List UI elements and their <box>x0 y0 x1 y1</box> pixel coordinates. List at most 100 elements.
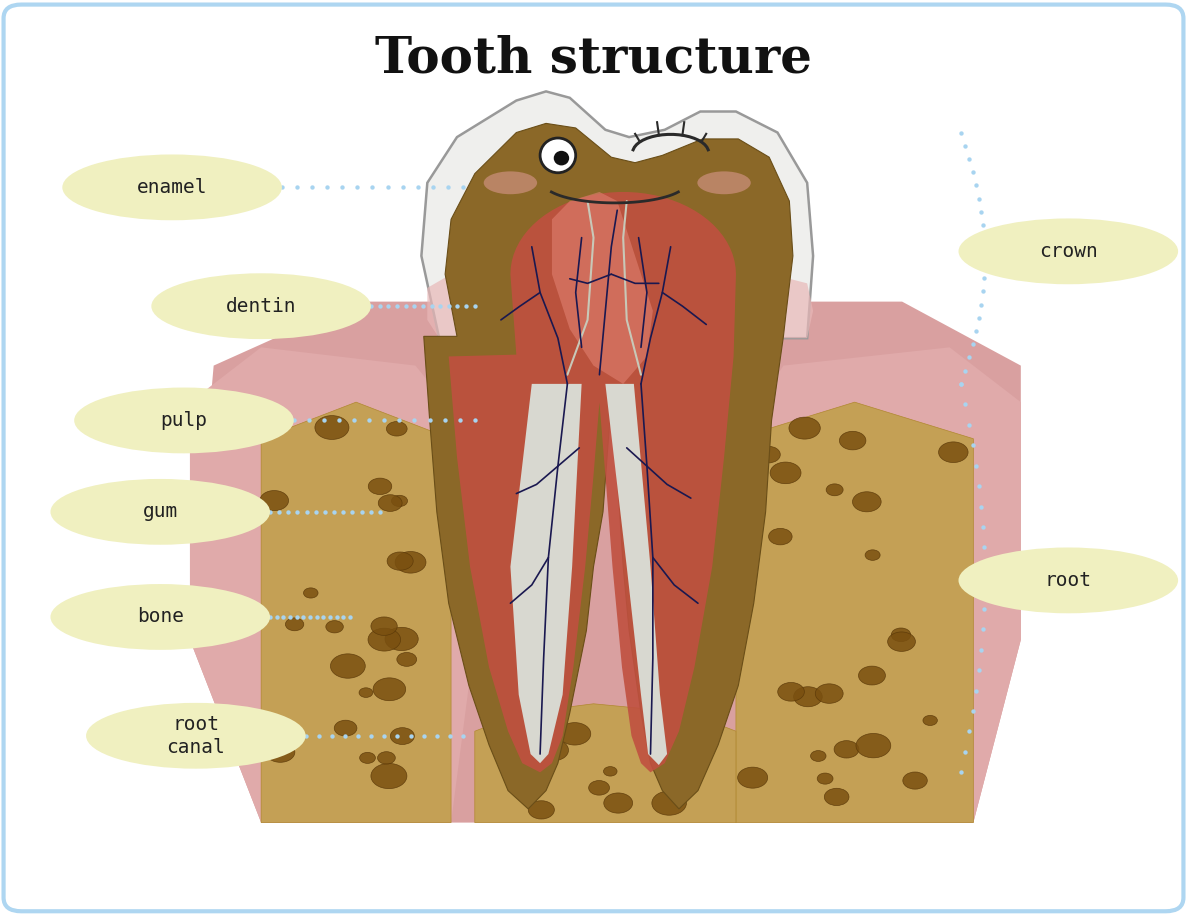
Point <box>405 299 424 314</box>
Point <box>431 299 450 314</box>
Polygon shape <box>736 347 1021 823</box>
Point <box>424 180 443 195</box>
Point <box>457 299 476 314</box>
Point <box>294 610 313 624</box>
Point <box>976 560 995 575</box>
Point <box>362 728 381 743</box>
Point <box>978 570 997 586</box>
Ellipse shape <box>824 788 849 805</box>
Point <box>267 610 286 624</box>
Ellipse shape <box>285 618 304 631</box>
Ellipse shape <box>368 478 392 494</box>
Text: Tooth structure: Tooth structure <box>375 35 812 84</box>
Ellipse shape <box>589 781 609 795</box>
Point <box>343 505 362 519</box>
Point <box>972 297 991 312</box>
Point <box>1005 570 1024 586</box>
Point <box>315 413 334 428</box>
Point <box>966 684 985 698</box>
Point <box>450 413 469 428</box>
Polygon shape <box>552 192 653 384</box>
Point <box>973 520 992 535</box>
Ellipse shape <box>62 154 281 220</box>
Point <box>284 413 303 428</box>
Ellipse shape <box>483 172 537 194</box>
Ellipse shape <box>387 421 407 436</box>
Polygon shape <box>475 704 736 823</box>
Point <box>427 728 446 743</box>
Point <box>318 180 337 195</box>
Polygon shape <box>421 91 813 338</box>
Point <box>401 728 420 743</box>
Point <box>307 610 326 624</box>
Point <box>973 218 992 232</box>
Ellipse shape <box>756 446 780 462</box>
Point <box>988 250 1007 265</box>
Ellipse shape <box>903 772 927 789</box>
Point <box>389 413 408 428</box>
Ellipse shape <box>817 773 833 784</box>
Point <box>966 458 985 473</box>
Ellipse shape <box>385 627 418 651</box>
Polygon shape <box>427 270 813 338</box>
Ellipse shape <box>939 441 969 462</box>
Ellipse shape <box>839 431 865 450</box>
Ellipse shape <box>370 617 398 635</box>
Point <box>988 570 1007 586</box>
Point <box>269 505 288 519</box>
Point <box>313 610 332 624</box>
Ellipse shape <box>865 550 880 560</box>
Ellipse shape <box>856 733 890 758</box>
Ellipse shape <box>304 588 318 598</box>
Ellipse shape <box>923 716 938 726</box>
Point <box>966 324 985 338</box>
Point <box>288 505 307 519</box>
Point <box>420 413 439 428</box>
Ellipse shape <box>50 479 271 545</box>
Point <box>996 250 1015 265</box>
Ellipse shape <box>379 494 402 512</box>
Point <box>274 610 293 624</box>
Point <box>414 728 433 743</box>
Point <box>970 311 989 325</box>
Point <box>297 728 316 743</box>
Point <box>964 165 983 179</box>
Point <box>970 663 989 677</box>
Point <box>303 180 322 195</box>
Ellipse shape <box>815 684 843 704</box>
Ellipse shape <box>697 172 750 194</box>
Point <box>959 152 978 166</box>
Point <box>972 643 991 657</box>
Point <box>964 337 983 352</box>
Point <box>370 505 389 519</box>
Point <box>360 413 379 428</box>
Point <box>975 271 994 285</box>
Point <box>310 728 329 743</box>
Point <box>959 350 978 365</box>
Point <box>261 505 280 519</box>
Ellipse shape <box>826 484 843 495</box>
Text: dentin: dentin <box>226 297 297 315</box>
Point <box>465 413 484 428</box>
Point <box>440 728 459 743</box>
Point <box>299 413 318 428</box>
Point <box>387 299 406 314</box>
Point <box>966 178 985 193</box>
Point <box>261 610 280 624</box>
Point <box>344 413 363 428</box>
Point <box>453 728 472 743</box>
Ellipse shape <box>540 138 576 173</box>
Ellipse shape <box>770 462 801 484</box>
Text: gum: gum <box>142 503 178 521</box>
Ellipse shape <box>553 151 570 165</box>
Point <box>341 610 360 624</box>
Polygon shape <box>510 384 582 763</box>
Point <box>978 250 997 265</box>
Ellipse shape <box>852 492 881 512</box>
Point <box>972 205 991 219</box>
Polygon shape <box>424 123 793 809</box>
Point <box>388 728 407 743</box>
Polygon shape <box>190 302 1021 823</box>
Point <box>336 728 355 743</box>
Point <box>964 438 983 452</box>
